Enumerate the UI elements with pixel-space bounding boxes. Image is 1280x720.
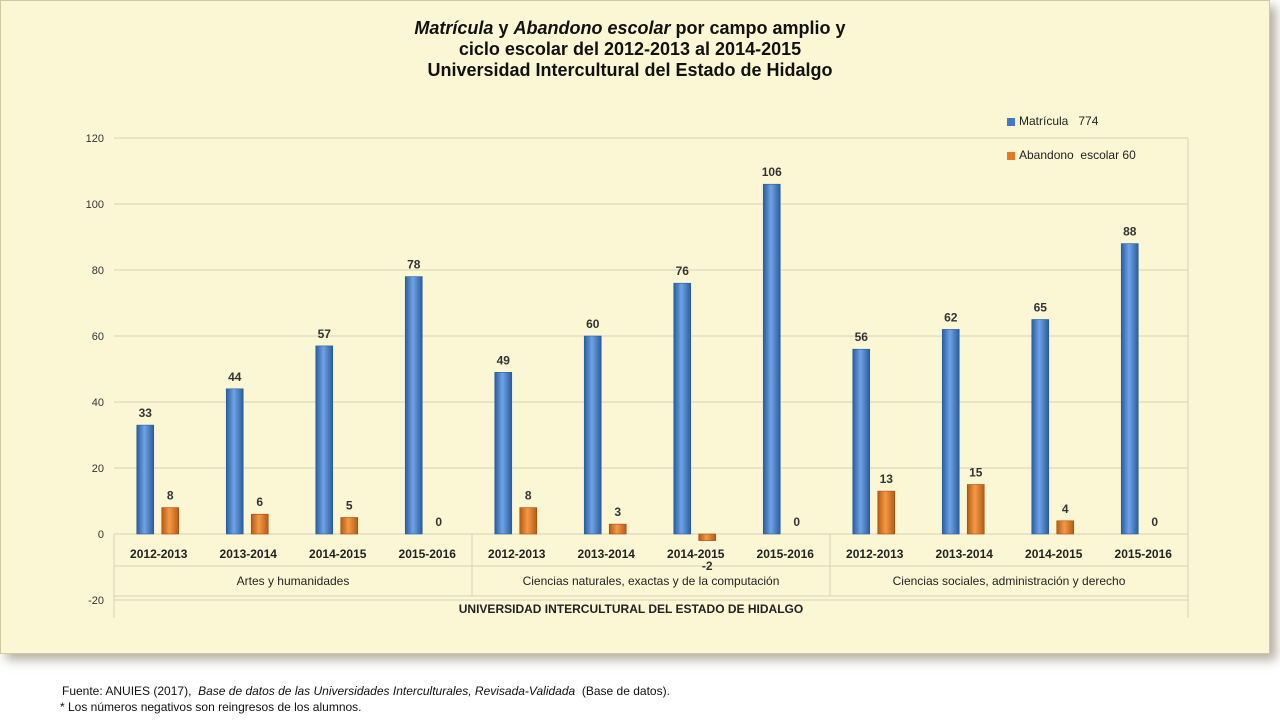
x-tick-label: 2014-2015 [1025,547,1083,561]
negative-note: * Los números negativos son reingresos d… [60,700,362,714]
legend-item-matricula: Matrícula 774 [1007,114,1098,128]
title-abandono: Abandono escolar [513,18,671,38]
matricula-data-label: 56 [855,330,869,344]
y-tick-label: 60 [92,331,104,343]
abandono-data-label: 5 [346,499,353,513]
abandono-bar [250,513,269,535]
matricula-bar [136,424,155,535]
x-tick-label: 2013-2014 [936,547,994,561]
source-suffix: (Base de datos). [581,684,670,698]
matricula-bar [1120,243,1139,535]
abandono-data-label: -2 [702,559,713,573]
matricula-data-label: 44 [228,370,242,384]
legend-label-abandono: Abandono escolar 60 [1019,148,1136,162]
abandono-data-label: 3 [614,505,621,519]
matricula-bar [762,183,781,535]
legend-item-abandono: Abandono escolar 60 [1007,148,1136,162]
source-prefix: Fuente: ANUIES (2017), [62,684,192,698]
abandono-data-label: 8 [167,489,174,503]
title-matricula: Matrícula [414,18,494,38]
matricula-data-label: 49 [497,353,511,367]
abandono-bar [161,507,180,535]
y-tick-label: 120 [86,133,104,145]
abandono-bar [340,517,359,535]
matricula-bar [1031,319,1050,535]
abandono-data-label: 0 [793,515,800,529]
y-tick-label: 100 [86,199,104,211]
matricula-data-label: 76 [676,264,690,278]
matricula-data-label: 62 [944,310,958,324]
chart-frame [0,0,1270,654]
y-tick-label: -20 [88,595,104,607]
x-tick-label: 2012-2013 [846,547,904,561]
legend-label-matricula: Matrícula 774 [1019,114,1099,128]
legend-swatch-matricula [1007,117,1015,126]
field-label: Ciencias sociales, administración y dere… [893,574,1126,588]
abandono-data-label: 13 [880,472,894,486]
matricula-data-label: 57 [318,327,332,341]
matricula-data-label: 88 [1123,225,1137,239]
x-tick-label: 2012-2013 [130,547,188,561]
matricula-bar [583,335,602,535]
title-line-2: ciclo escolar del 2012-2013 al 2014-2015 [458,39,802,59]
abandono-data-label: 15 [969,466,983,480]
y-tick-label: 80 [92,265,104,277]
matricula-bar [404,276,423,535]
x-tick-label: 2014-2015 [309,547,367,561]
matricula-bar [852,348,871,535]
matricula-bar [225,388,244,535]
abandono-data-label: 6 [256,495,263,509]
abandono-bar [966,484,985,535]
y-tick-label: 40 [92,397,104,409]
x-tick-label: 2015-2016 [757,547,815,561]
matricula-data-label: 65 [1034,301,1048,315]
matricula-bar [673,282,692,535]
abandono-data-label: 0 [1151,515,1158,529]
matricula-bar [315,345,334,535]
source-title: Base de datos de las Universidades Inter… [198,684,576,698]
matricula-data-label: 33 [139,406,153,420]
chart-area: -200204060801001203344577849607610656626… [86,133,1189,618]
abandono-data-label: 8 [525,489,532,503]
matricula-data-label: 106 [762,165,782,179]
x-tick-label: 2015-2016 [1115,547,1173,561]
abandono-bar [608,523,627,535]
abandono-bar [698,533,717,541]
x-tick-label: 2013-2014 [220,547,278,561]
x-tick-label: 2015-2016 [399,547,457,561]
title-y: y [498,18,509,38]
x-tick-label: 2012-2013 [488,547,546,561]
matricula-data-label: 60 [586,317,600,331]
source-note: Fuente: ANUIES (2017), Base de datos de … [62,684,670,698]
field-label: Ciencias naturales, exactas y de la comp… [523,574,780,588]
matricula-bar [941,329,960,535]
y-tick-label: 20 [92,463,104,475]
x-tick-label: 2013-2014 [578,547,636,561]
abandono-bar [877,490,896,535]
field-label: Artes y humanidades [237,574,350,588]
abandono-bar [519,507,538,535]
title-line-3: Universidad Intercultural del Estado de … [427,60,833,80]
group-label: UNIVERSIDAD INTERCULTURAL DEL ESTADO DE … [459,602,803,616]
legend-swatch-abandono [1007,151,1015,160]
matricula-data-label: 78 [407,258,421,272]
abandono-data-label: 0 [435,515,442,529]
title-line-1: Matrícula y Abandono escolar por campo a… [0,18,1260,39]
chart-title: Matrícula y Abandono escolar por campo a… [0,18,1260,81]
x-tick-label: 2014-2015 [667,547,725,561]
abandono-data-label: 4 [1062,502,1069,516]
title-campo: por campo amplio y [675,18,846,38]
abandono-bar [1056,520,1075,535]
y-tick-label: 0 [98,529,104,541]
matricula-bar [494,371,513,535]
